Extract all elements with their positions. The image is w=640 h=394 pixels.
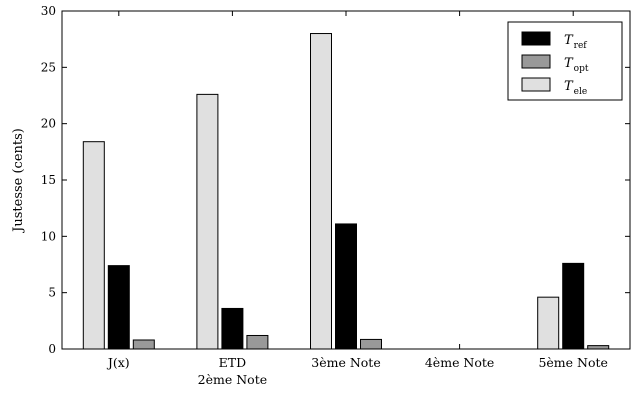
x-category-label: ETD (219, 355, 246, 370)
x-axis-ticks: J(x) ETD 2ème Note 3ème Note 4ème Note 5ème N… (106, 11, 608, 387)
bar-opt-1 (246, 334, 269, 350)
y-tick-label: 10 (41, 229, 56, 243)
bar-ref-1 (221, 307, 244, 350)
legend-label-ref: Tref (564, 33, 587, 51)
x-category-label: J(x) (106, 355, 130, 370)
bar-ref-4 (562, 262, 585, 350)
bar-ref-2 (335, 223, 357, 350)
y-axis-ticks: 0 5 10 15 20 25 30 (41, 4, 630, 356)
bar-opt-2 (360, 338, 382, 350)
y-tick-label: 0 (48, 342, 56, 356)
legend-swatch-ref (521, 31, 551, 46)
y-tick-label: 25 (41, 60, 56, 74)
legend-label-main: T (564, 79, 574, 94)
bar-opt-4 (587, 345, 610, 350)
y-tick-label: 30 (41, 4, 56, 18)
bar-ele-4 (537, 296, 560, 350)
legend-swatch-opt (521, 54, 551, 69)
bar-ele-1 (196, 93, 219, 350)
bar-ref-0 (107, 265, 130, 350)
bar-opt-0 (132, 339, 155, 350)
y-tick-label: 5 (48, 286, 56, 300)
legend-label-subscript: ref (574, 41, 588, 51)
bar-ele-2 (310, 33, 332, 350)
bar-ele-0 (82, 141, 105, 350)
legend-label-main: T (564, 56, 574, 71)
bars-layer (82, 33, 610, 350)
y-axis-label: Justesse (cents) (11, 128, 26, 234)
legend-swatch-ele (521, 77, 551, 92)
legend-label-opt: Topt (564, 56, 589, 74)
legend-label-main: T (564, 33, 574, 48)
y-tick-label: 20 (41, 117, 56, 131)
y-tick-label: 15 (41, 173, 56, 187)
x-category-label: 5ème Note (538, 355, 607, 370)
legend-label-subscript: ele (574, 87, 588, 97)
x-category-label: 2ème Note (198, 372, 267, 387)
legend-label-subscript: opt (574, 64, 589, 74)
x-category-label: 4ème Note (425, 355, 494, 370)
legend-label-ele: Tele (564, 79, 587, 97)
x-category-label: 3ème Note (311, 355, 380, 370)
